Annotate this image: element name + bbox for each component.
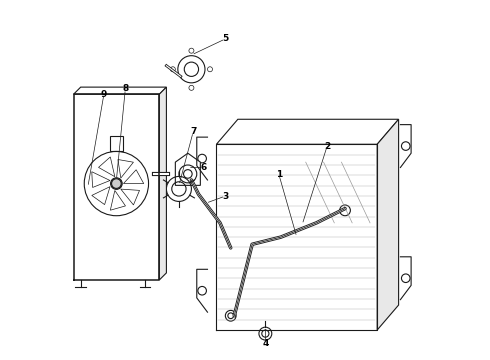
Polygon shape	[123, 170, 144, 184]
Polygon shape	[121, 189, 140, 205]
Text: 4: 4	[262, 339, 269, 348]
Text: 2: 2	[324, 141, 330, 150]
Polygon shape	[98, 157, 115, 177]
Text: 6: 6	[201, 163, 207, 172]
Polygon shape	[74, 87, 167, 94]
Polygon shape	[377, 119, 398, 330]
Circle shape	[111, 178, 122, 189]
Circle shape	[112, 179, 121, 188]
Text: 3: 3	[222, 192, 228, 201]
Polygon shape	[217, 119, 398, 144]
Text: 1: 1	[276, 170, 282, 179]
Polygon shape	[110, 190, 125, 210]
Text: 5: 5	[222, 35, 228, 44]
Text: 8: 8	[122, 84, 128, 93]
Circle shape	[178, 56, 205, 83]
Text: 9: 9	[101, 90, 107, 99]
Circle shape	[113, 180, 120, 187]
Polygon shape	[175, 153, 200, 185]
Polygon shape	[92, 186, 110, 204]
Polygon shape	[159, 87, 167, 280]
Polygon shape	[92, 172, 110, 188]
Bar	[110, 136, 123, 151]
Polygon shape	[118, 159, 133, 178]
Text: 7: 7	[190, 127, 196, 136]
